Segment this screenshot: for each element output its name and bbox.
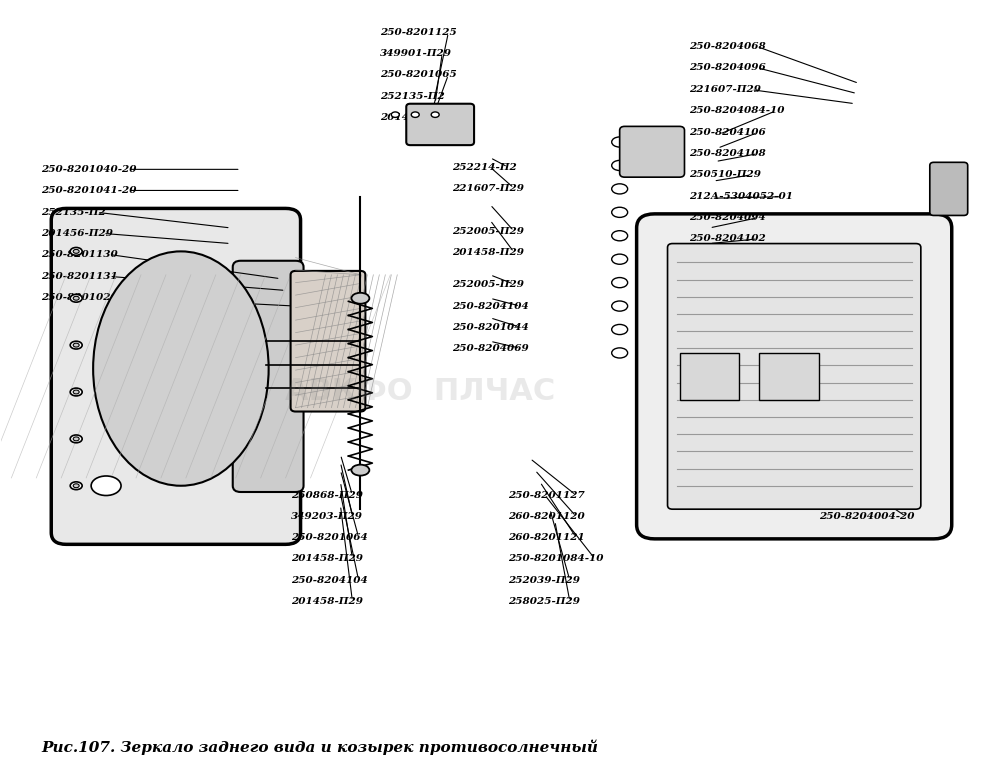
Ellipse shape: [612, 183, 628, 194]
Ellipse shape: [73, 343, 79, 347]
Text: 250-8204104: 250-8204104: [291, 575, 367, 585]
Text: 221607-П29: 221607-П29: [689, 85, 761, 94]
Text: 260-8201120: 260-8201120: [508, 512, 585, 521]
Ellipse shape: [612, 301, 628, 311]
Ellipse shape: [70, 388, 82, 396]
Text: 250-8204094: 250-8204094: [689, 213, 766, 223]
Ellipse shape: [70, 248, 82, 256]
FancyBboxPatch shape: [668, 244, 921, 509]
Text: 250-8201084-10: 250-8201084-10: [508, 554, 603, 563]
Text: 250-8204104: 250-8204104: [452, 302, 529, 310]
Text: 201458-П29: 201458-П29: [291, 597, 363, 606]
Ellipse shape: [612, 254, 628, 264]
Text: АВКФО  ПЛЧАС: АВКФО ПЛЧАС: [285, 378, 555, 406]
Bar: [680, 353, 739, 400]
FancyBboxPatch shape: [233, 261, 304, 492]
Ellipse shape: [612, 161, 628, 171]
Ellipse shape: [70, 482, 82, 490]
Text: 201458-П29: 201458-П29: [291, 554, 363, 563]
Bar: [759, 353, 819, 400]
Ellipse shape: [612, 207, 628, 217]
Text: 349203-П29: 349203-П29: [291, 512, 363, 521]
Ellipse shape: [612, 278, 628, 288]
Text: 250-8201065: 250-8201065: [380, 71, 457, 79]
FancyBboxPatch shape: [637, 214, 952, 539]
Text: 258025-П29: 258025-П29: [508, 597, 580, 606]
Ellipse shape: [351, 292, 369, 303]
Text: 250-8204102: 250-8204102: [689, 234, 766, 243]
Ellipse shape: [612, 230, 628, 241]
FancyBboxPatch shape: [930, 162, 968, 216]
Text: 252039-П29: 252039-П29: [508, 575, 580, 585]
Text: 349901-П29: 349901-П29: [380, 49, 452, 58]
Text: 250-8201127: 250-8201127: [508, 491, 585, 499]
Ellipse shape: [612, 325, 628, 335]
Text: 252214-П2: 252214-П2: [452, 162, 517, 172]
Text: 250-8204106: 250-8204106: [689, 128, 766, 137]
Ellipse shape: [73, 249, 79, 253]
Ellipse shape: [73, 484, 79, 488]
FancyBboxPatch shape: [291, 271, 365, 412]
FancyBboxPatch shape: [51, 209, 301, 544]
Text: 250-8201131: 250-8201131: [41, 272, 118, 281]
Text: 250-8204068: 250-8204068: [689, 42, 766, 51]
Ellipse shape: [73, 390, 79, 394]
Text: 252135-П2: 252135-П2: [380, 93, 445, 101]
Text: 250-8201044: 250-8201044: [452, 323, 529, 332]
Text: 250-8201020-30: 250-8201020-30: [41, 293, 137, 302]
Text: 201456-П29: 201456-П29: [41, 229, 113, 238]
Text: 250-8201130: 250-8201130: [41, 250, 118, 259]
Ellipse shape: [93, 252, 269, 486]
Text: 250-8201041-20: 250-8201041-20: [41, 186, 137, 195]
Text: 250-8204084-10: 250-8204084-10: [689, 107, 785, 115]
Ellipse shape: [612, 348, 628, 358]
FancyBboxPatch shape: [406, 103, 474, 145]
Text: 250-8201064: 250-8201064: [291, 533, 367, 542]
Ellipse shape: [70, 294, 82, 302]
Ellipse shape: [73, 296, 79, 300]
Text: 212А-5304052-01: 212А-5304052-01: [689, 192, 793, 201]
Text: 250868-П29: 250868-П29: [291, 491, 363, 499]
Text: 250-8204069: 250-8204069: [452, 343, 529, 353]
Text: Рис.107. Зеркало заднего вида и козырек противосолнечный: Рис.107. Зеркало заднего вида и козырек …: [41, 740, 598, 755]
FancyBboxPatch shape: [620, 126, 684, 177]
Text: 201458-П29: 201458-П29: [452, 248, 524, 256]
Ellipse shape: [612, 137, 628, 147]
Ellipse shape: [351, 465, 369, 476]
Ellipse shape: [431, 112, 439, 118]
Ellipse shape: [70, 341, 82, 349]
Text: 250-8201040-20: 250-8201040-20: [41, 165, 137, 174]
Text: 201456-П29: 201456-П29: [380, 114, 452, 122]
Text: 252005-П29: 252005-П29: [452, 280, 524, 289]
Ellipse shape: [391, 112, 399, 118]
Text: 260-8201121: 260-8201121: [508, 533, 585, 542]
Ellipse shape: [411, 112, 419, 118]
Text: 252005-П29: 252005-П29: [452, 227, 524, 235]
Text: 250-8201125: 250-8201125: [380, 28, 457, 37]
Text: 250510-П29: 250510-П29: [689, 170, 761, 180]
Text: 250-8204010-20: 250-8204010-20: [819, 491, 915, 499]
Ellipse shape: [73, 437, 79, 441]
Text: 250-8204096: 250-8204096: [689, 64, 766, 72]
Text: 252135-П2: 252135-П2: [41, 208, 106, 217]
Text: 250-8204004-20: 250-8204004-20: [819, 512, 915, 521]
Ellipse shape: [91, 476, 121, 495]
Text: 221607-П29: 221607-П29: [452, 183, 524, 193]
Text: 250-8204108: 250-8204108: [689, 149, 766, 158]
Ellipse shape: [70, 435, 82, 443]
